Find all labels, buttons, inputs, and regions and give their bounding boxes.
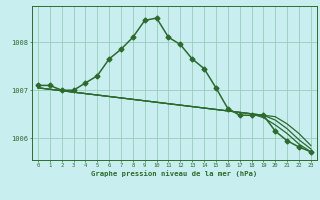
X-axis label: Graphe pression niveau de la mer (hPa): Graphe pression niveau de la mer (hPa) (91, 170, 258, 177)
